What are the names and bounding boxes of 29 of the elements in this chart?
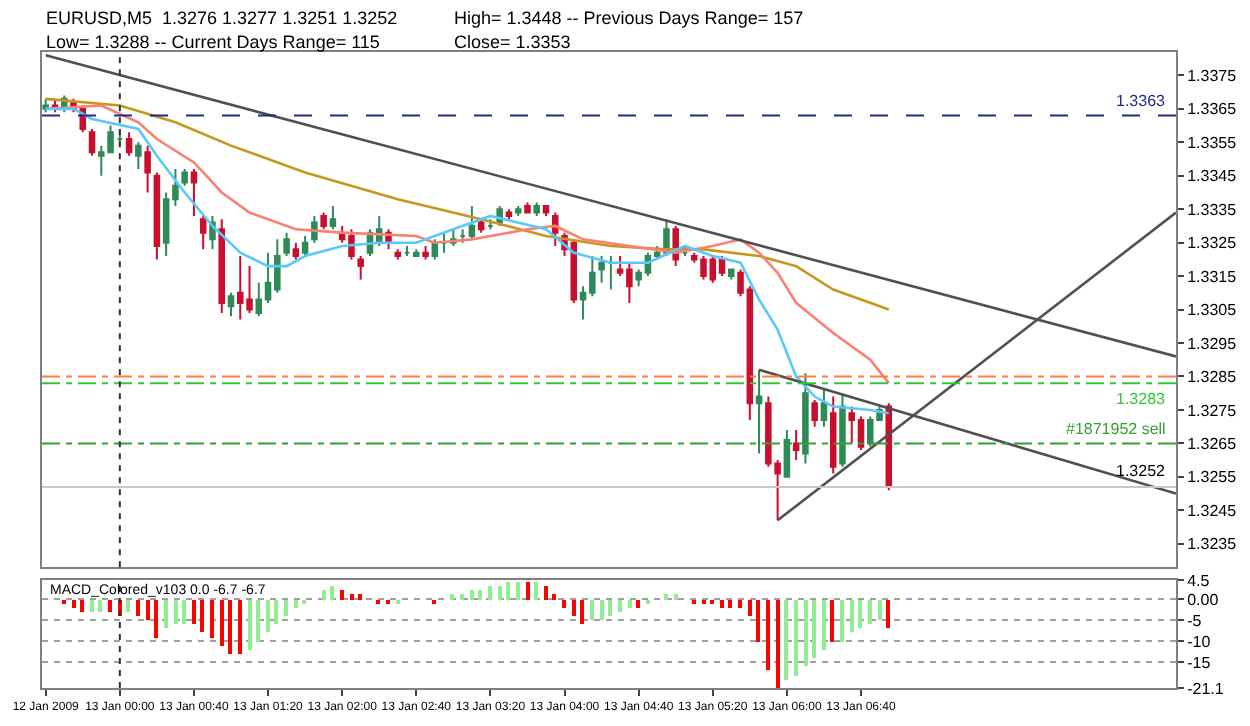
- ref-line-label: 1.3283: [1116, 390, 1167, 408]
- y-tick-label: 1.3355: [1187, 133, 1238, 152]
- y-tick-label: -15: [1187, 653, 1212, 672]
- text: EURUSD,M5 1.3276 1.3277 1.3251 1.3252: [46, 8, 398, 28]
- annotation: Low= 1.3288 -- Current Days Range= 115: [46, 32, 380, 52]
- y-tick-label: -5: [1187, 611, 1203, 630]
- ref-line-label: 1.3252: [1116, 462, 1167, 480]
- y-tick-label: 0.00: [1187, 590, 1220, 609]
- text: High= 1.3448 -- Previous Days Range= 157: [454, 8, 804, 28]
- ref-line-label: 1.3363: [1116, 92, 1167, 110]
- y-tick-label: -21.1: [1187, 679, 1225, 698]
- y-tick-label: 1.3375: [1187, 67, 1238, 86]
- y-tick-label: 4.5: [1187, 571, 1211, 590]
- y-tick-label: 1.3265: [1187, 434, 1238, 453]
- ref-line-label: #1871952 sell: [1066, 420, 1167, 438]
- y-tick-label: 1.3295: [1187, 334, 1238, 353]
- y-tick-label: 1.3255: [1187, 468, 1238, 487]
- y-tick-label: 1.3305: [1187, 301, 1238, 320]
- y-tick-label: 1.3315: [1187, 267, 1238, 286]
- y-tick-label: 1.3335: [1187, 200, 1238, 219]
- y-tick-label: 1.3365: [1187, 100, 1238, 119]
- y-tick-label: 1.3325: [1187, 234, 1238, 253]
- y-tick-label: 1.3275: [1187, 401, 1238, 420]
- y-tick-label: 1.3235: [1187, 535, 1238, 554]
- y-tick-label: -10: [1187, 632, 1212, 651]
- annotation: Close= 1.3353: [454, 32, 571, 52]
- y-tick-label: 1.3245: [1187, 501, 1238, 520]
- y-tick-label: 1.3345: [1187, 167, 1238, 186]
- y-tick-label: 1.3285: [1187, 368, 1238, 387]
